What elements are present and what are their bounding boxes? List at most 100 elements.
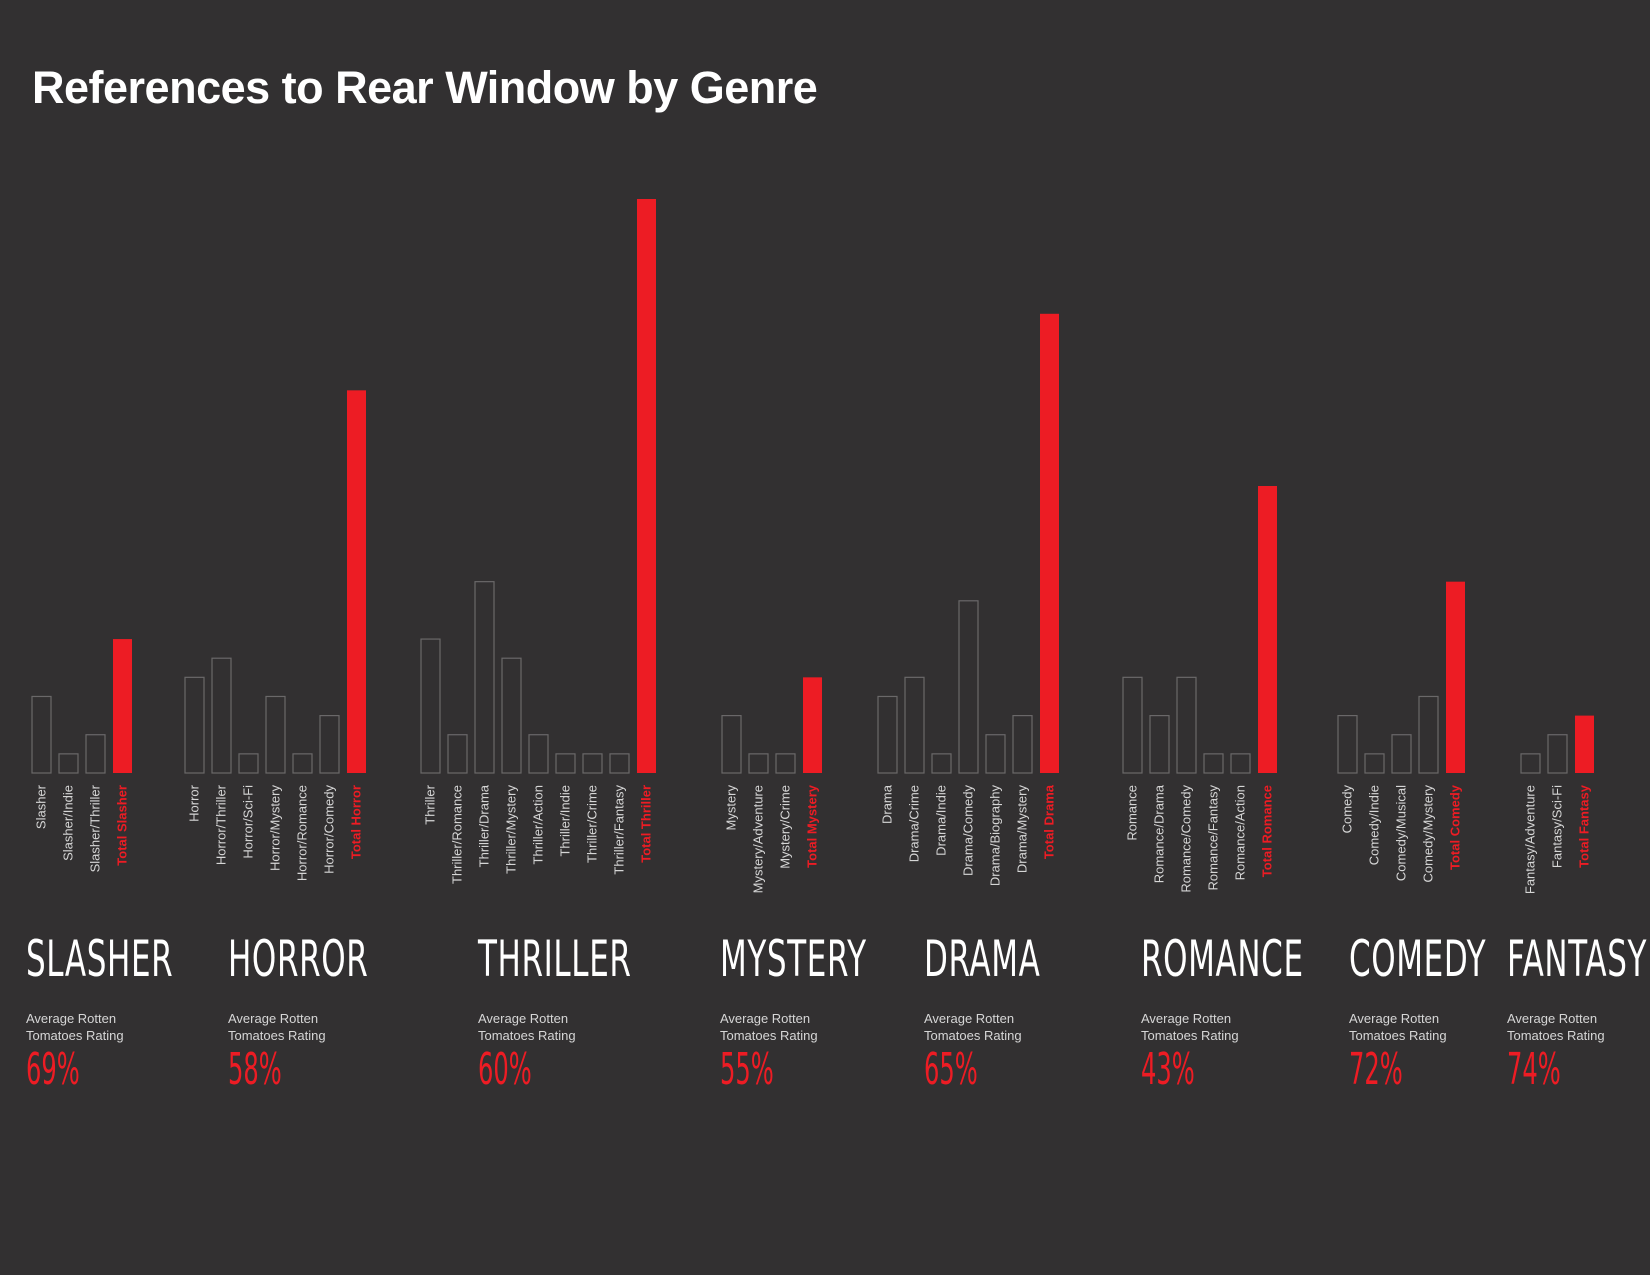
bar-romance-comedy [1176, 676, 1197, 774]
genre-block-slasher: SLASHER Average Rotten Tomatoes Rating 69% [26, 934, 264, 1092]
tick-label-horror-mystery: Horror/Mystery [268, 785, 283, 871]
tick-label-thriller-crime: Thriller/Crime [585, 785, 600, 863]
tick-label-thriller-mystery: Thriller/Mystery [504, 785, 519, 874]
bar-total-fantasy [1575, 715, 1594, 773]
bar-slasher-indie [58, 753, 79, 774]
bar-thriller-romance [447, 734, 468, 774]
genre-name: DRAMA [924, 930, 1041, 988]
bar-horror [184, 676, 205, 774]
tick-label-total-drama: Total Drama [1042, 784, 1057, 859]
tick-label-horror-sci-fi: Horror/Sci-Fi [241, 785, 256, 859]
tick-label-drama-indie: Drama/Indie [934, 785, 949, 856]
tick-label-comedy: Comedy [1340, 785, 1355, 834]
genre-block-fantasy: FANTASY Average Rotten Tomatoes Rating 74% [1507, 934, 1650, 1092]
rating-label: Average Rotten Tomatoes Rating [1349, 1011, 1447, 1043]
bar-horror-mystery [265, 695, 286, 774]
tick-label-horror-comedy: Horror/Comedy [322, 785, 337, 874]
bar-total-thriller [637, 199, 656, 773]
tick-label-drama-crime: Drama/Crime [907, 785, 922, 862]
bar-thriller-fantasy [609, 753, 630, 774]
bar-group-fantasy: Fantasy/Adventure Fantasy/Sci-Fi Total Fan… [1520, 715, 1594, 894]
tick-label-mystery-adventure: Mystery/Adventure [751, 785, 766, 893]
bar-group-mystery: Mystery Mystery/Adventure Mystery/Crime Tot… [721, 677, 822, 893]
bar-fantasy-adventure [1520, 753, 1541, 774]
rating-label: Average Rotten Tomatoes Rating [478, 1011, 576, 1043]
bar-total-drama [1040, 313, 1059, 773]
bar-horror-sci-fi [238, 753, 259, 774]
tick-label-romance: Romance [1125, 785, 1140, 841]
genre-block-horror: HORROR Average Rotten Tomatoes Rating 58% [228, 934, 455, 1092]
bar-thriller [420, 638, 441, 774]
rating-value: 55% [720, 1044, 774, 1095]
bar-group-drama: Drama Drama/Crime Drama/Indie Drama/Comedy D… [877, 313, 1059, 887]
tick-label-fantasy-sci-fi: Fantasy/Sci-Fi [1550, 785, 1565, 868]
tick-label-thriller-drama: Thriller/Drama [477, 784, 492, 867]
tick-label-romance-drama: Romance/Drama [1152, 784, 1167, 883]
genre-name: COMEDY [1349, 930, 1487, 988]
tick-label-total-slasher: Total Slasher [115, 785, 130, 866]
bar-drama-crime [904, 676, 925, 774]
bar-drama [877, 695, 898, 774]
bar-comedy-indie [1364, 753, 1385, 774]
bar-thriller-indie [555, 753, 576, 774]
genre-block-mystery: MYSTERY Average Rotten Tomatoes Rating 55% [720, 934, 957, 1092]
bar-drama-comedy [958, 600, 979, 774]
bar-comedy [1337, 714, 1358, 774]
tick-label-total-fantasy: Total Fantasy [1577, 784, 1592, 868]
bar-group-comedy: Comedy Comedy/Indie Comedy/Musical Comedy/M… [1337, 581, 1465, 883]
rating-value: 43% [1141, 1044, 1195, 1095]
genre-name: ROMANCE [1141, 930, 1304, 988]
tick-label-thriller-romance: Thriller/Romance [450, 785, 465, 884]
tick-label-thriller-action: Thriller/Action [531, 785, 546, 864]
genre-name: FANTASY [1507, 930, 1648, 988]
bar-horror-romance [292, 753, 313, 774]
genre-name: THRILLER [478, 930, 632, 988]
tick-label-total-mystery: Total Mystery [805, 784, 820, 868]
genre-block-comedy: COMEDY Average Rotten Tomatoes Rating 72% [1349, 934, 1570, 1092]
bar-mystery-crime [775, 753, 796, 774]
genre-block-thriller: THRILLER Average Rotten Tomatoes Rating 60… [478, 934, 726, 1092]
bar-comedy-musical [1391, 734, 1412, 774]
bar-horror-thriller [211, 657, 232, 774]
genre-name: SLASHER [26, 930, 174, 988]
rating-label: Average Rotten Tomatoes Rating [720, 1011, 818, 1043]
bar-slasher-thriller [85, 734, 106, 774]
tick-label-thriller: Thriller [423, 784, 438, 824]
rating-value: 65% [924, 1044, 978, 1095]
tick-label-slasher-indie: Slasher/Indie [61, 785, 76, 861]
bar-drama-indie [931, 753, 952, 774]
bar-thriller-mystery [501, 657, 522, 774]
tick-label-comedy-mystery: Comedy/Mystery [1421, 785, 1436, 883]
genre-block-romance: ROMANCE Average Rotten Tomatoes Rating 43% [1141, 934, 1403, 1092]
bar-total-comedy [1446, 581, 1465, 773]
tick-label-romance-action: Romance/Action [1233, 785, 1248, 880]
bar-thriller-action [528, 734, 549, 774]
rating-value: 74% [1507, 1044, 1561, 1095]
bar-romance-action [1230, 753, 1251, 774]
tick-label-comedy-musical: Comedy/Musical [1394, 785, 1409, 881]
tick-label-romance-fantasy: Romance/Fantasy [1206, 785, 1221, 891]
bar-total-romance [1258, 486, 1277, 773]
tick-label-drama-biography: Drama/Biography [988, 785, 1003, 887]
rating-value: 60% [478, 1044, 532, 1095]
tick-label-drama-comedy: Drama/Comedy [961, 785, 976, 877]
tick-label-drama-mystery: Drama/Mystery [1015, 785, 1030, 874]
tick-label-thriller-fantasy: Thriller/Fantasy [612, 785, 627, 875]
genre-name: MYSTERY [720, 930, 867, 988]
tick-label-slasher: Slasher [34, 784, 49, 829]
tick-label-comedy-indie: Comedy/Indie [1367, 785, 1382, 865]
rating-value: 72% [1349, 1044, 1403, 1095]
bar-comedy-mystery [1418, 695, 1439, 774]
bar-romance [1122, 676, 1143, 774]
tick-label-horror-thriller: Horror/Thriller [214, 784, 229, 865]
tick-label-horror: Horror [187, 784, 202, 822]
bar-romance-fantasy [1203, 753, 1224, 774]
rating-label: Average Rotten Tomatoes Rating [1507, 1011, 1605, 1043]
bar-group-horror: Horror Horror/Thriller Horror/Sci-Fi Horror… [184, 390, 366, 881]
rating-value: 58% [228, 1044, 282, 1095]
tick-label-slasher-thriller: Slasher/Thriller [88, 784, 103, 872]
bar-horror-comedy [319, 714, 340, 774]
tick-label-horror-romance: Horror/Romance [295, 785, 310, 881]
tick-label-mystery: Mystery [724, 785, 739, 831]
